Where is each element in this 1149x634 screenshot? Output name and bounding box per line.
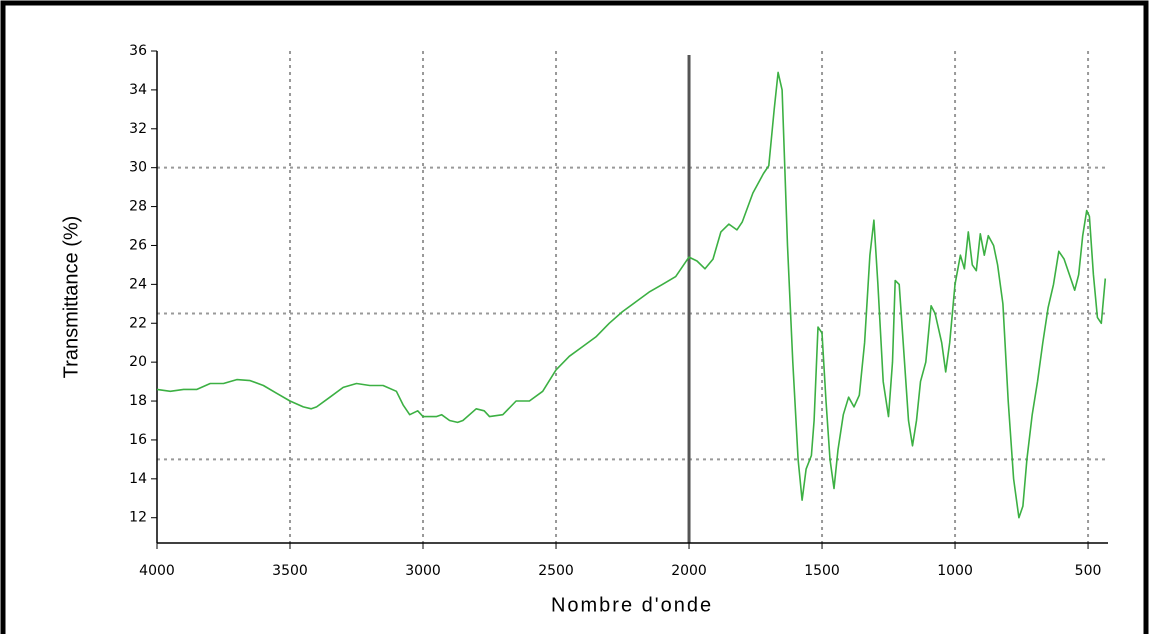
y-tick-label: 26 — [129, 237, 147, 253]
x-tick-label: 500 — [1075, 563, 1102, 579]
y-tick-label: 32 — [129, 121, 147, 137]
spectrum-line — [156, 71, 1107, 519]
y-tick-label: 18 — [129, 393, 147, 409]
y-tick-label: 14 — [129, 471, 147, 487]
y-tick-label: 12 — [129, 510, 147, 526]
x-tick-label: 4000 — [139, 563, 175, 579]
y-axis-label: Transmittance (%) — [60, 216, 82, 379]
x-tick-label: 3500 — [272, 563, 308, 579]
x-axis-label: Nombre d'onde — [551, 594, 713, 616]
y-tick-label: 24 — [129, 276, 147, 292]
x-tick-label: 2000 — [671, 563, 707, 579]
y-tick-label: 34 — [129, 82, 147, 98]
x-tick-label: 3000 — [405, 563, 441, 579]
y-tick-label: 30 — [129, 160, 147, 176]
y-tick-label: 22 — [129, 315, 147, 331]
x-tick-label: 2500 — [538, 563, 574, 579]
y-tick-label: 28 — [129, 199, 147, 215]
x-tick-label: 1000 — [937, 563, 973, 579]
y-tick-label: 16 — [129, 432, 147, 448]
x-tick-label: 1500 — [804, 563, 840, 579]
y-tick-label: 20 — [129, 354, 147, 370]
y-tick-label: 36 — [129, 43, 147, 59]
